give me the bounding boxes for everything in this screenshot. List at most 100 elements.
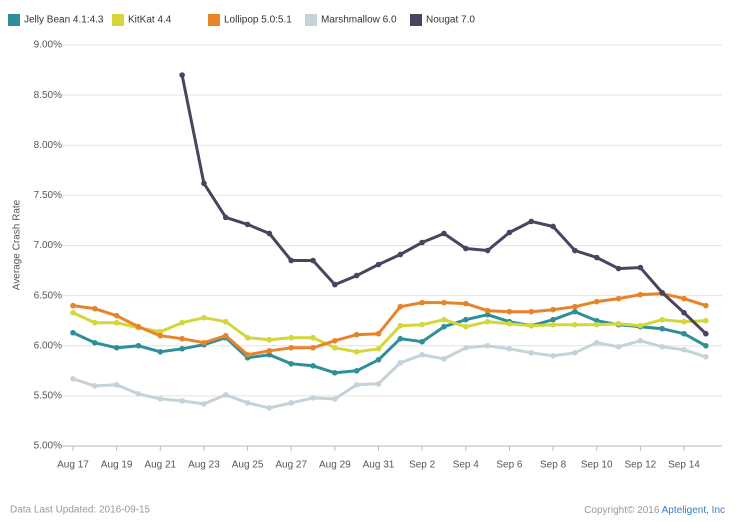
data-point <box>353 331 360 338</box>
data-point <box>550 352 556 359</box>
data-point <box>681 346 687 353</box>
data-point <box>462 245 469 252</box>
data-point <box>92 305 98 312</box>
data-point <box>288 334 295 341</box>
data-point <box>419 321 425 328</box>
x-tick-label: Sep 12 <box>625 460 657 471</box>
data-point <box>201 180 207 187</box>
data-point <box>266 405 273 411</box>
data-point <box>419 299 425 306</box>
data-point <box>637 264 644 271</box>
data-point <box>681 295 687 302</box>
data-point <box>310 395 316 401</box>
x-tick-label: Aug 31 <box>363 460 395 471</box>
data-point <box>593 254 600 261</box>
data-point <box>593 298 600 305</box>
data-point <box>179 345 185 352</box>
data-point <box>310 344 316 351</box>
data-point <box>244 334 251 341</box>
data-point <box>615 295 622 302</box>
y-tick-label: 6.50% <box>34 290 62 301</box>
data-point <box>615 265 622 272</box>
x-tick-label: Aug 17 <box>57 460 89 471</box>
data-point <box>179 398 185 404</box>
data-point <box>332 337 338 344</box>
data-point <box>506 308 513 315</box>
data-point <box>157 328 164 335</box>
data-point <box>506 345 513 352</box>
data-point <box>244 351 251 358</box>
data-point <box>659 316 665 323</box>
legend-label: Jelly Bean 4.1:4.3 <box>24 15 104 26</box>
data-point <box>462 316 469 323</box>
data-point <box>681 309 687 316</box>
data-point <box>506 320 513 327</box>
data-point <box>288 257 295 264</box>
data-point <box>266 230 273 237</box>
y-tick-label: 7.00% <box>34 240 62 251</box>
data-point <box>113 319 120 326</box>
data-point <box>550 306 556 313</box>
data-point <box>201 339 207 346</box>
company-link[interactable]: Apteligent, Inc <box>662 505 725 516</box>
data-point <box>703 342 709 349</box>
data-point <box>375 345 382 352</box>
data-point <box>419 239 425 246</box>
data-point <box>288 344 295 351</box>
data-point <box>550 316 556 323</box>
data-point <box>681 318 687 325</box>
x-tick-label: Aug 21 <box>144 460 176 471</box>
data-point <box>484 307 491 314</box>
data-point <box>113 382 120 388</box>
y-tick-label: 7.50% <box>34 190 62 201</box>
data-point <box>528 322 535 329</box>
data-point <box>659 325 665 332</box>
data-point <box>157 396 164 402</box>
data-point <box>637 291 644 298</box>
data-point <box>528 349 535 356</box>
data-point <box>222 392 229 398</box>
data-point <box>528 308 535 315</box>
data-point <box>681 330 687 337</box>
data-point <box>135 342 142 349</box>
data-point <box>615 320 622 327</box>
data-point <box>441 316 447 323</box>
data-point <box>288 400 295 406</box>
data-point <box>484 247 491 254</box>
data-point <box>375 381 382 387</box>
data-point <box>419 351 425 358</box>
data-point <box>375 356 382 363</box>
x-tick-label: Aug 29 <box>319 460 351 471</box>
data-point <box>659 289 665 296</box>
data-point <box>353 382 360 388</box>
y-axis-label: Average Crash Rate <box>12 199 23 290</box>
data-point <box>441 299 447 306</box>
data-point <box>266 347 273 354</box>
data-point <box>222 214 229 221</box>
legend-label: Lollipop 5.0:5.1 <box>224 15 292 26</box>
data-point <box>92 383 98 389</box>
data-point <box>397 359 404 366</box>
data-point <box>484 311 491 318</box>
data-point <box>92 319 98 326</box>
legend-swatch <box>112 14 124 26</box>
legend-label: Marshmallow 6.0 <box>321 15 397 26</box>
data-point <box>332 370 338 376</box>
data-point <box>550 321 556 328</box>
data-point <box>419 338 425 345</box>
data-point <box>92 339 98 346</box>
data-point <box>397 303 404 310</box>
x-tick-label: Sep 6 <box>496 460 523 471</box>
data-point <box>703 317 709 324</box>
data-point <box>506 229 513 236</box>
x-tick-label: Sep 4 <box>453 460 480 471</box>
data-point <box>550 223 556 230</box>
x-tick-label: Aug 27 <box>275 460 307 471</box>
series-line <box>72 311 706 354</box>
data-point <box>113 312 120 319</box>
x-tick-label: Sep 2 <box>409 460 436 471</box>
legend-swatch <box>8 14 20 26</box>
data-point <box>157 332 164 339</box>
data-point <box>288 360 295 367</box>
data-point <box>201 401 207 407</box>
